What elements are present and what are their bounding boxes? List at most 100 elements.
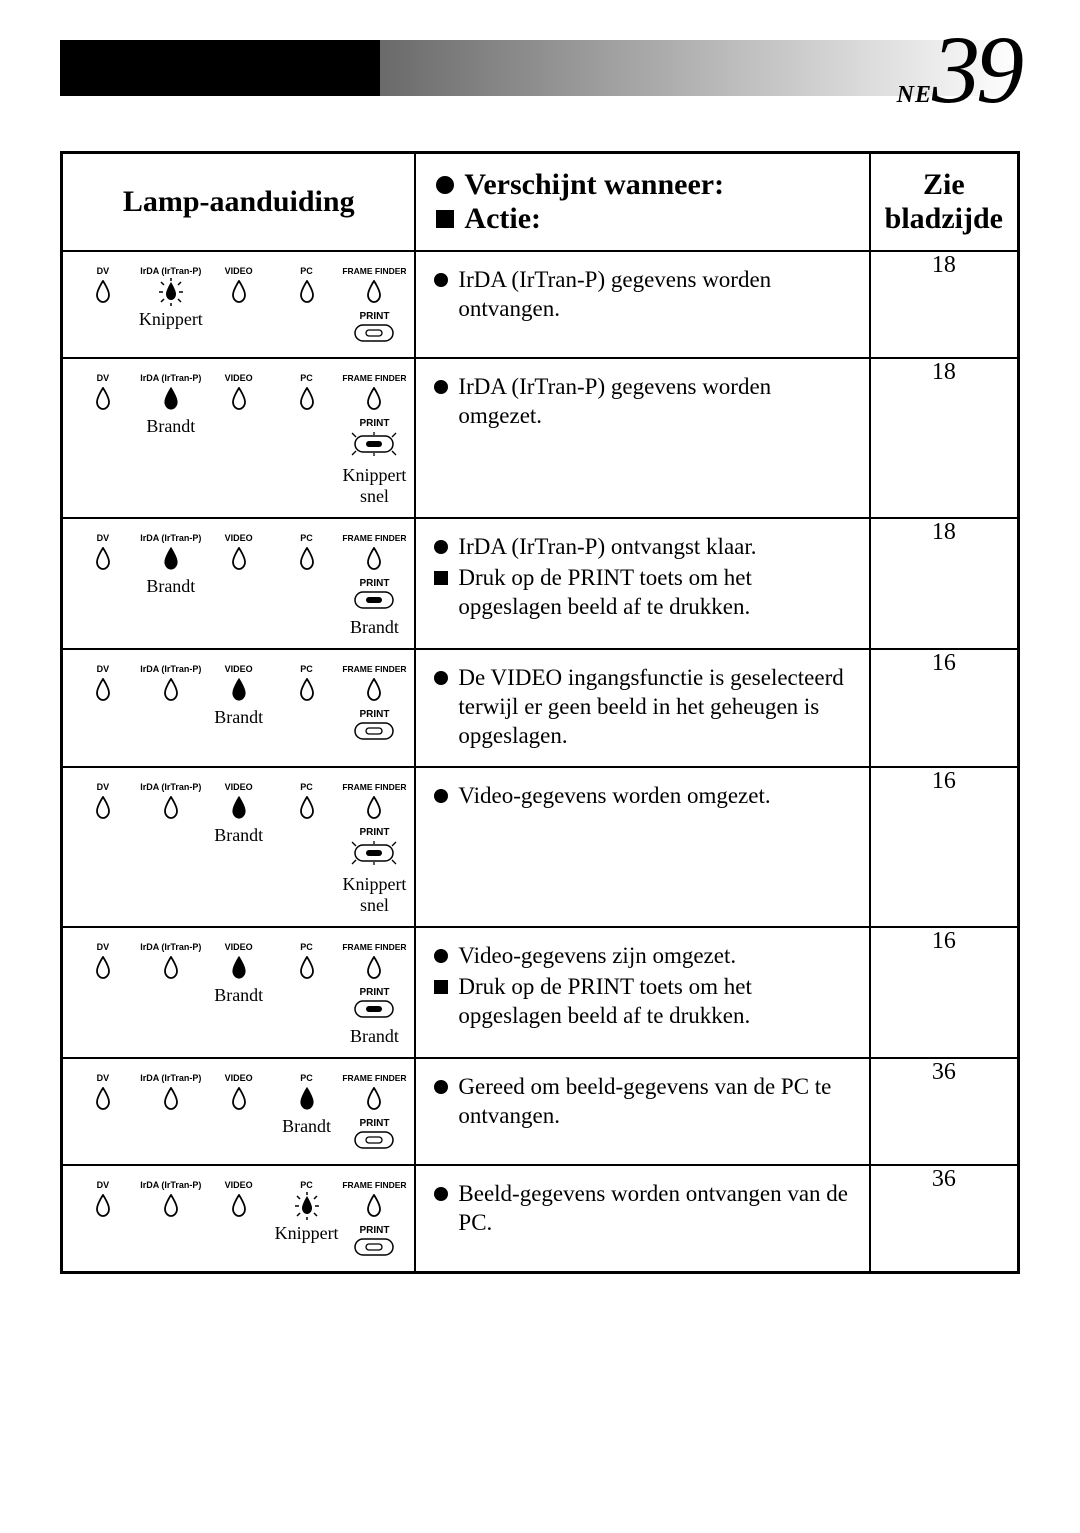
header-lamp: Lamp-aanduiding — [62, 153, 416, 252]
page-ref-cell: 36 — [870, 1058, 1019, 1165]
drop-icon — [156, 279, 186, 305]
table-row: DVIrDA (IrTran-P)VIDEOBrandtPCFRAME FIND… — [62, 927, 1019, 1058]
bullet-circle-icon — [434, 380, 448, 394]
drop-icon — [163, 386, 179, 412]
drop-icon — [366, 386, 382, 412]
bullet-circle-icon — [434, 949, 448, 963]
bullet-circle-icon — [434, 671, 448, 685]
lamp-irda: IrDA (IrTran-P) — [140, 1180, 202, 1261]
page-ref-cell: 18 — [870, 358, 1019, 518]
lamp-irda: IrDA (IrTran-P)Brandt — [140, 373, 202, 507]
lamp-cell: DVIrDA (IrTran-P)KnippertVIDEOPCFRAME FI… — [62, 251, 416, 358]
bullet-circle-icon — [434, 1080, 448, 1094]
print-button-icon — [354, 591, 394, 614]
drop-icon — [163, 1086, 179, 1112]
print-button-icon — [354, 324, 394, 347]
appears-text: De VIDEO ingangsfunctie is geselecteerd … — [458, 664, 850, 750]
lamp-video: VIDEOBrandt — [208, 942, 270, 1047]
drop-icon — [95, 795, 111, 821]
table-row: DVIrDA (IrTran-P)VIDEOBrandtPCFRAME FIND… — [62, 767, 1019, 927]
lamp-pc: PC — [276, 373, 338, 507]
lamp-video: VIDEO — [208, 533, 270, 638]
drop-icon — [95, 1086, 111, 1112]
drop-icon — [231, 386, 247, 412]
page-ref-cell: 16 — [870, 767, 1019, 927]
drop-icon — [366, 1086, 382, 1112]
header-appears-label: Verschijnt wanneer: — [464, 168, 724, 202]
lamp-framefinder: FRAME FINDERPRINTKnippert snel — [343, 373, 405, 507]
print-button-icon — [350, 840, 398, 871]
drop-icon — [292, 1193, 322, 1219]
lamp-irda: IrDA (IrTran-P)Brandt — [140, 533, 202, 638]
appears-text: Gereed om beeld-gegevens van de PC te on… — [458, 1073, 850, 1131]
lamp-state-label: Knippert snel — [342, 874, 406, 916]
lamp-framefinder: FRAME FINDERPRINT — [343, 1073, 405, 1154]
print-button-icon — [354, 1238, 394, 1261]
lamp-state-label: Brandt — [146, 416, 195, 437]
lamp-video: VIDEO — [208, 1180, 270, 1261]
page-header: NE39 — [60, 40, 1020, 96]
drop-icon — [366, 677, 382, 703]
desc-cell: Video-gegevens worden omgezet. — [415, 767, 869, 927]
drop-icon — [231, 955, 247, 981]
header-action-label: Actie: — [464, 202, 541, 236]
drop-icon — [231, 1193, 247, 1219]
lamp-state-label: Knippert — [275, 1223, 339, 1244]
drop-icon — [163, 1193, 179, 1219]
bullet-circle-icon — [436, 176, 454, 194]
header-black-bar — [60, 40, 380, 96]
lamp-state-label: Brandt — [350, 617, 399, 638]
lamp-state-label: Knippert — [139, 309, 203, 330]
lamp-print: PRINT — [354, 1225, 394, 1261]
lamp-framefinder: FRAME FINDERPRINT — [343, 664, 405, 745]
bullet-square-icon — [434, 571, 448, 585]
lamp-pc: PC — [276, 533, 338, 638]
print-button-icon — [354, 722, 394, 745]
lamp-cell: DVIrDA (IrTran-P)BrandtVIDEOPCFRAME FIND… — [62, 518, 416, 649]
drop-icon — [231, 279, 247, 305]
appears-text: Video-gegevens zijn omgezet. — [458, 942, 736, 971]
drop-icon — [299, 386, 315, 412]
lamp-cell: DVIrDA (IrTran-P)VIDEOPCKnippertFRAME FI… — [62, 1165, 416, 1273]
desc-cell: Video-gegevens zijn omgezet.Druk op de P… — [415, 927, 869, 1058]
lamp-print: PRINTKnippert snel — [342, 418, 406, 507]
desc-cell: Gereed om beeld-gegevens van de PC te on… — [415, 1058, 869, 1165]
print-button-icon — [354, 1000, 394, 1023]
lamp-irda: IrDA (IrTran-P) — [140, 782, 202, 916]
drop-icon — [163, 795, 179, 821]
lamp-irda: IrDA (IrTran-P)Knippert — [140, 266, 202, 347]
lamp-irda: IrDA (IrTran-P) — [140, 942, 202, 1047]
lamp-print: PRINT — [354, 311, 394, 347]
drop-icon — [163, 546, 179, 572]
lamp-cell: DVIrDA (IrTran-P)VIDEOBrandtPCFRAME FIND… — [62, 649, 416, 767]
drop-icon — [299, 955, 315, 981]
lamp-state-label: Brandt — [214, 985, 263, 1006]
lamp-print: PRINT — [354, 709, 394, 745]
drop-icon — [95, 955, 111, 981]
lamp-pc: PC — [276, 942, 338, 1047]
appears-text: Beeld-gegevens worden ontvangen van de P… — [458, 1180, 850, 1238]
lamp-video: VIDEO — [208, 266, 270, 347]
lamp-state-label: Brandt — [282, 1116, 331, 1137]
page-ref-cell: 18 — [870, 518, 1019, 649]
lamp-video: VIDEOBrandt — [208, 782, 270, 916]
bullet-circle-icon — [434, 273, 448, 287]
drop-icon — [366, 279, 382, 305]
desc-cell: Beeld-gegevens worden ontvangen van de P… — [415, 1165, 869, 1273]
drop-icon — [299, 546, 315, 572]
appears-text: IrDA (IrTran-P) ontvangst klaar. — [458, 533, 756, 562]
lamp-video: VIDEO — [208, 373, 270, 507]
drop-icon — [366, 955, 382, 981]
lamp-dv: DV — [72, 1073, 134, 1154]
page-ref-cell: 18 — [870, 251, 1019, 358]
header-desc: Verschijnt wanneer: Actie: — [415, 153, 869, 252]
lamp-print: PRINT — [354, 1118, 394, 1154]
lamp-framefinder: FRAME FINDERPRINTBrandt — [343, 942, 405, 1047]
table-row: DVIrDA (IrTran-P)VIDEOBrandtPCFRAME FIND… — [62, 649, 1019, 767]
header-lamp-label: Lamp-aanduiding — [123, 185, 355, 218]
desc-cell: IrDA (IrTran-P) gegevens worden ontvange… — [415, 251, 869, 358]
drop-icon — [299, 1086, 315, 1112]
drop-icon — [299, 279, 315, 305]
page-number-box: NE39 — [897, 22, 1020, 118]
bullet-circle-icon — [434, 789, 448, 803]
